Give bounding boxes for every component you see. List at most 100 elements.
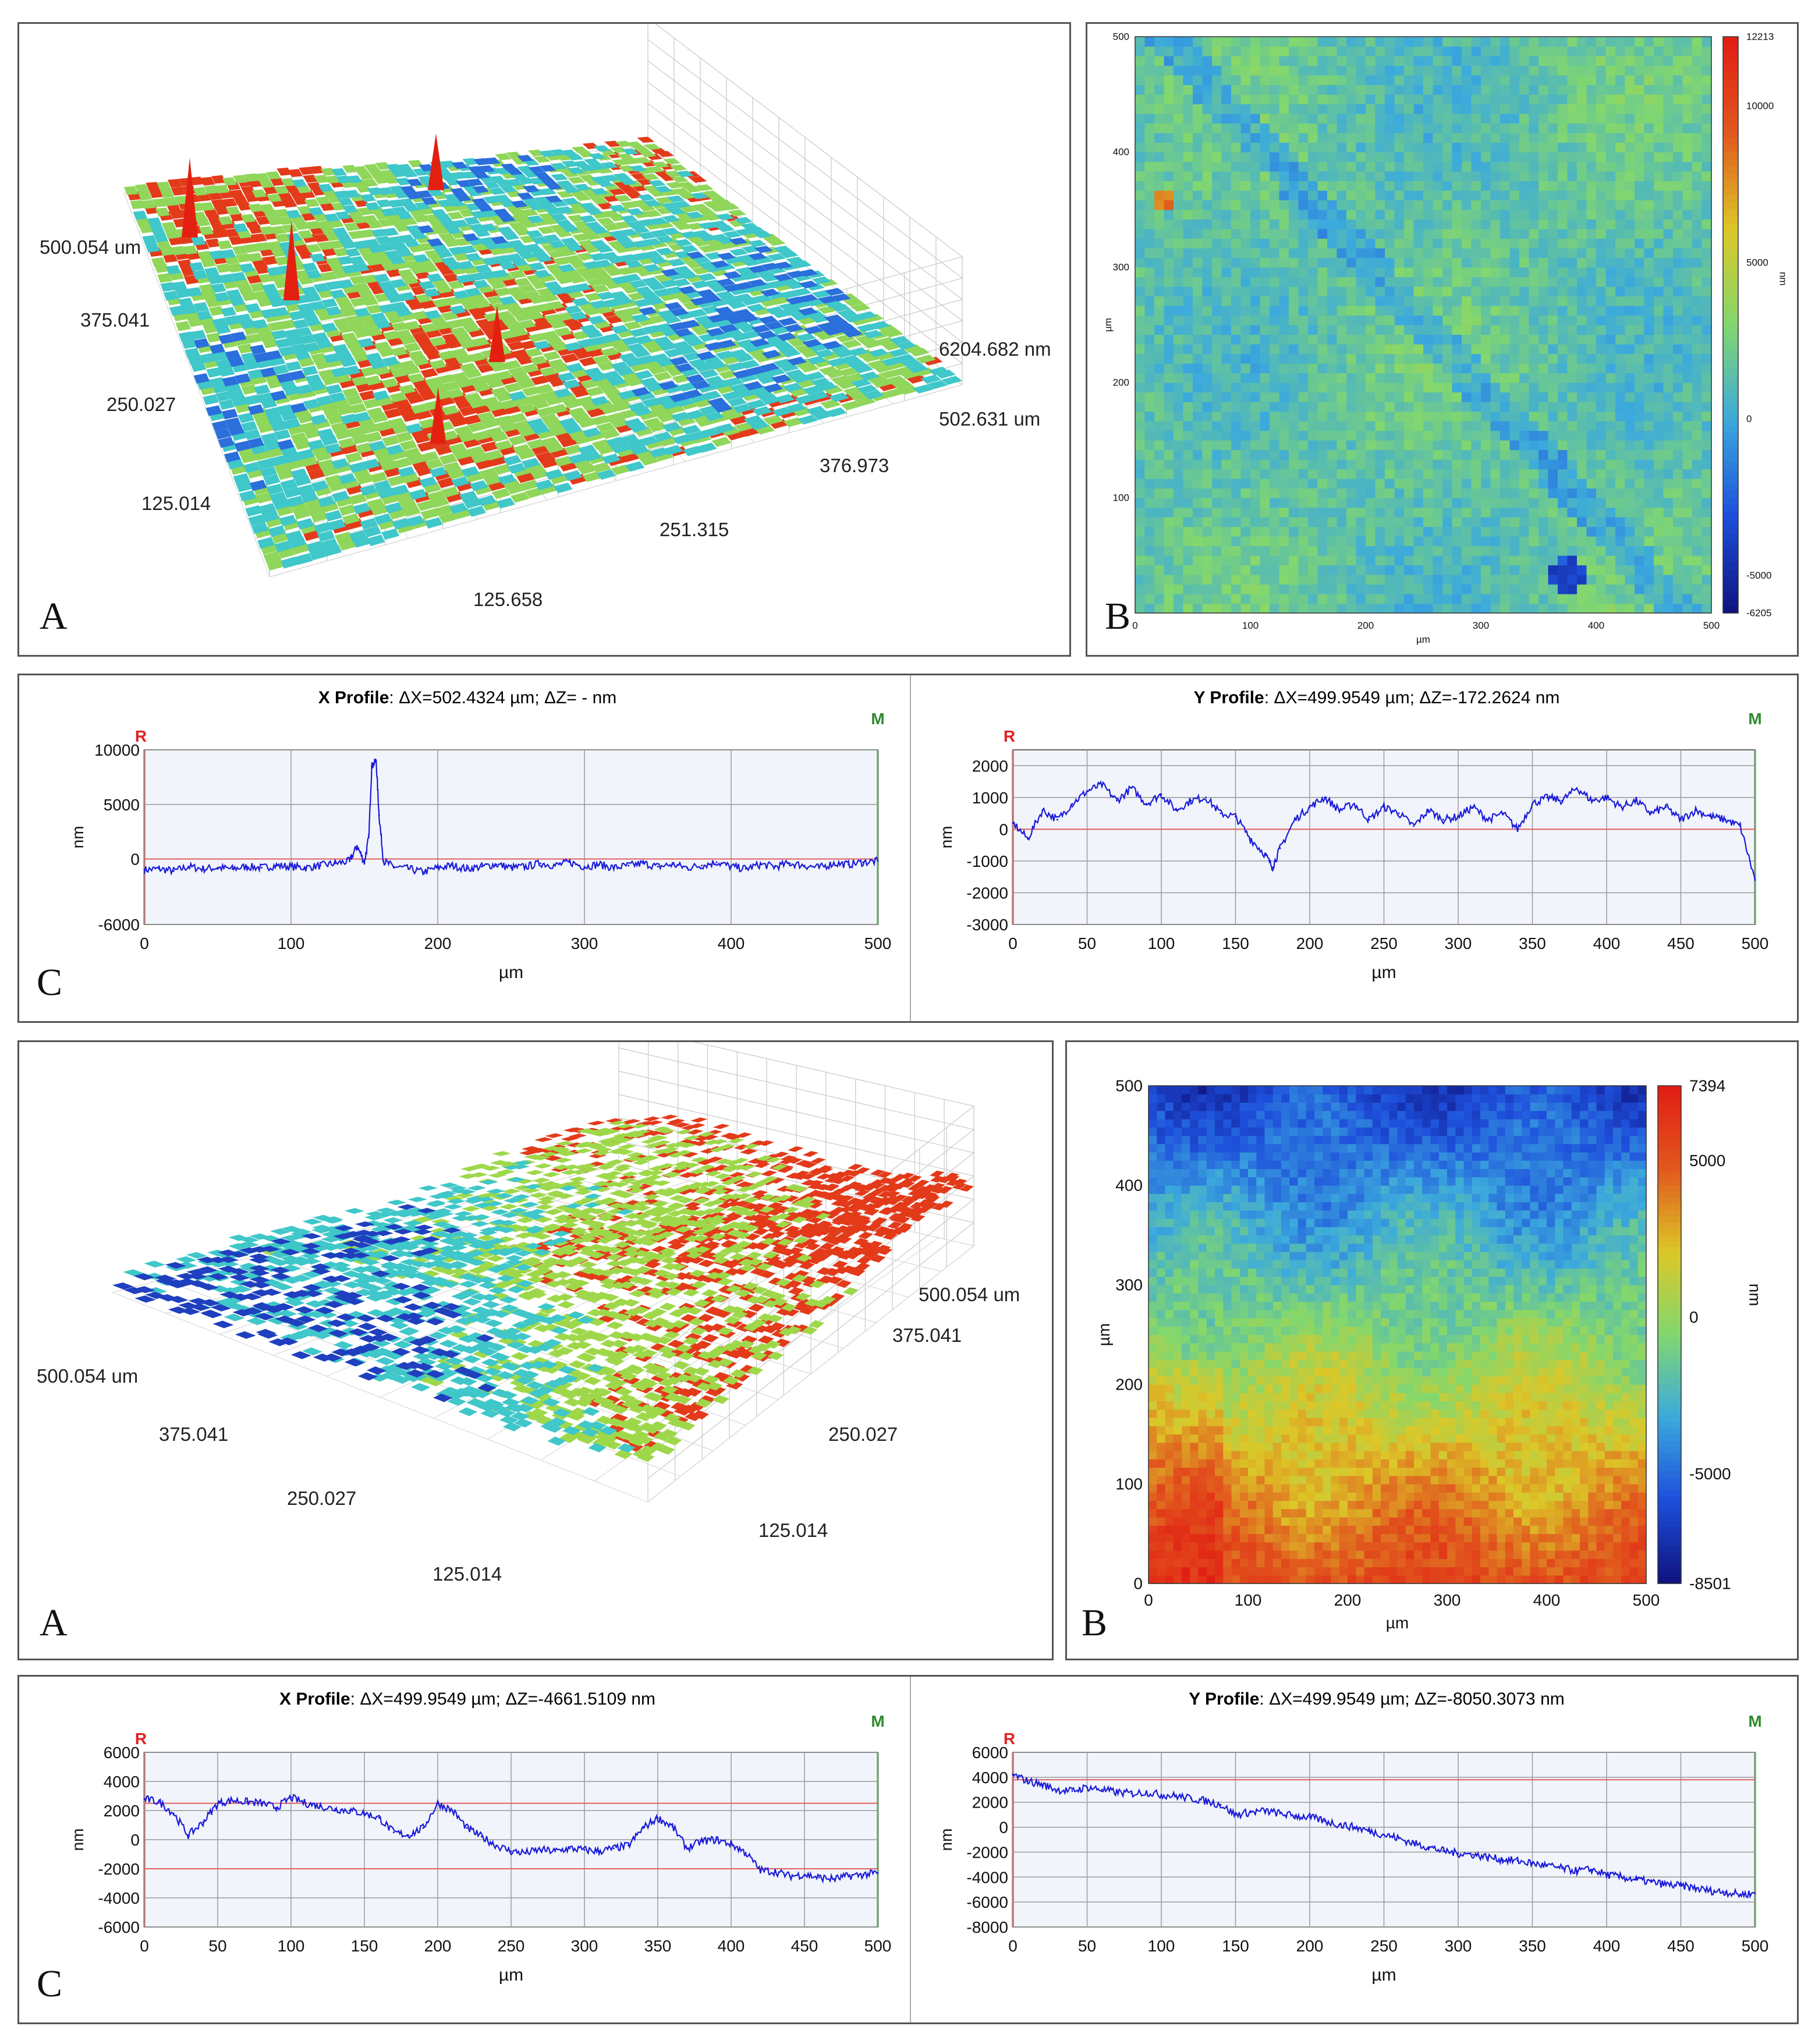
surface-facet bbox=[494, 440, 513, 451]
heatmap-cell bbox=[1509, 449, 1520, 460]
heatmap-cell bbox=[1346, 479, 1357, 489]
surface-facet bbox=[206, 332, 222, 343]
heatmap-cell bbox=[1413, 517, 1424, 527]
heatmap-cell bbox=[1490, 104, 1501, 114]
surface-facet bbox=[349, 493, 367, 505]
heatmap-cell bbox=[1193, 584, 1203, 594]
heatmap-cell bbox=[1471, 65, 1481, 76]
heatmap-cell bbox=[1174, 479, 1184, 489]
surface-facet bbox=[384, 250, 401, 259]
heatmap-cell bbox=[1135, 248, 1146, 258]
heatmap-cell bbox=[1193, 526, 1203, 537]
surface-facet bbox=[193, 373, 210, 384]
heatmap-cell bbox=[1183, 267, 1193, 278]
heatmap-cell bbox=[1183, 210, 1193, 220]
heatmap-cell bbox=[1442, 449, 1453, 460]
heatmap-cell bbox=[1394, 315, 1405, 325]
heatmap-cell bbox=[1174, 306, 1184, 316]
surface-facet bbox=[824, 314, 844, 323]
surface-facet bbox=[325, 384, 342, 395]
surface-facet bbox=[585, 207, 603, 215]
heatmap-cell bbox=[1221, 286, 1232, 297]
heatmap-cell bbox=[1193, 373, 1203, 383]
heatmap-cell bbox=[1529, 257, 1539, 268]
surface-facet bbox=[704, 252, 724, 260]
surface-facet bbox=[601, 428, 621, 440]
surface-facet bbox=[648, 180, 666, 187]
heatmap-cell bbox=[1183, 392, 1193, 402]
heatmap-cell bbox=[1144, 545, 1155, 556]
heatmap-cell bbox=[1462, 555, 1472, 566]
heatmap-cell bbox=[1509, 75, 1520, 86]
surface-facet bbox=[526, 394, 545, 404]
surface-facet bbox=[274, 186, 289, 194]
heatmap-cell bbox=[1193, 344, 1203, 355]
heatmap-cell bbox=[1519, 334, 1530, 345]
heatmap-cell bbox=[1289, 575, 1299, 585]
surface-facet bbox=[267, 241, 283, 250]
surface-facet bbox=[229, 296, 245, 306]
heatmap-cell bbox=[1529, 565, 1539, 575]
heatmap-cell bbox=[1240, 104, 1251, 114]
heatmap-cell bbox=[1164, 219, 1174, 229]
surface-facet bbox=[229, 212, 244, 222]
heatmap-cell bbox=[1164, 507, 1174, 518]
heatmap-cell bbox=[1231, 603, 1242, 614]
heatmap-cell bbox=[1154, 296, 1165, 306]
surface-facet bbox=[488, 187, 506, 195]
heatmap-cell bbox=[1462, 325, 1472, 335]
heatmap-cell bbox=[1221, 507, 1232, 518]
heatmap-cell bbox=[1509, 56, 1520, 66]
heatmap-cell bbox=[1404, 296, 1415, 306]
surface-facet bbox=[336, 234, 353, 243]
surface-facet bbox=[169, 210, 185, 219]
heatmap-cell bbox=[1231, 392, 1242, 402]
heatmap-cell bbox=[1529, 449, 1539, 460]
heatmap-cell bbox=[1164, 526, 1174, 537]
heatmap-cell bbox=[1317, 421, 1328, 431]
heatmap-cell bbox=[1529, 325, 1539, 335]
heatmap-cell bbox=[1260, 114, 1270, 124]
heatmap-cell bbox=[1413, 373, 1424, 383]
surface-facet bbox=[282, 224, 298, 233]
surface-facet bbox=[727, 397, 747, 407]
heatmap-cell bbox=[1202, 84, 1213, 95]
surface-facet bbox=[439, 173, 456, 180]
heatmap-cell bbox=[1481, 334, 1491, 345]
heatmap-cell bbox=[1308, 210, 1318, 220]
heatmap-cell bbox=[1154, 594, 1165, 604]
surface-facet bbox=[719, 324, 738, 333]
heatmap-cell bbox=[1529, 440, 1539, 451]
heatmap-cell bbox=[1240, 37, 1251, 47]
heatmap-cell bbox=[1529, 603, 1539, 614]
heatmap-cell bbox=[1452, 248, 1462, 258]
heatmap-cell bbox=[1144, 94, 1155, 105]
surface-facet bbox=[130, 200, 144, 210]
heatmap-cell bbox=[1481, 584, 1491, 594]
heatmap-cell bbox=[1404, 517, 1415, 527]
heatmap-cell bbox=[1500, 363, 1511, 374]
heatmap-cell bbox=[1317, 229, 1328, 239]
heatmap-cell bbox=[1519, 229, 1530, 239]
heatmap-cell bbox=[1375, 200, 1385, 210]
surface-facet bbox=[212, 350, 229, 362]
heatmap-cell bbox=[1356, 286, 1366, 297]
heatmap-cell bbox=[1337, 469, 1347, 479]
surface-facet bbox=[207, 275, 223, 285]
surface-facet bbox=[535, 254, 553, 263]
heatmap-cell bbox=[1327, 459, 1338, 470]
heatmap-cell bbox=[1240, 142, 1251, 153]
surface-facet bbox=[558, 264, 576, 272]
heatmap-cell bbox=[1337, 248, 1347, 258]
heatmap-cell bbox=[1442, 296, 1453, 306]
heatmap-cell bbox=[1452, 449, 1462, 460]
surface-facet bbox=[256, 216, 271, 225]
heatmap-cell bbox=[1413, 402, 1424, 412]
heatmap-cell bbox=[1423, 536, 1434, 547]
heatmap-cell bbox=[1385, 430, 1395, 441]
surface-facet bbox=[290, 343, 307, 354]
surface-facet bbox=[366, 327, 383, 337]
heatmap-cell bbox=[1135, 440, 1146, 451]
heatmap-cell bbox=[1250, 526, 1261, 537]
heatmap-cell bbox=[1270, 449, 1280, 460]
